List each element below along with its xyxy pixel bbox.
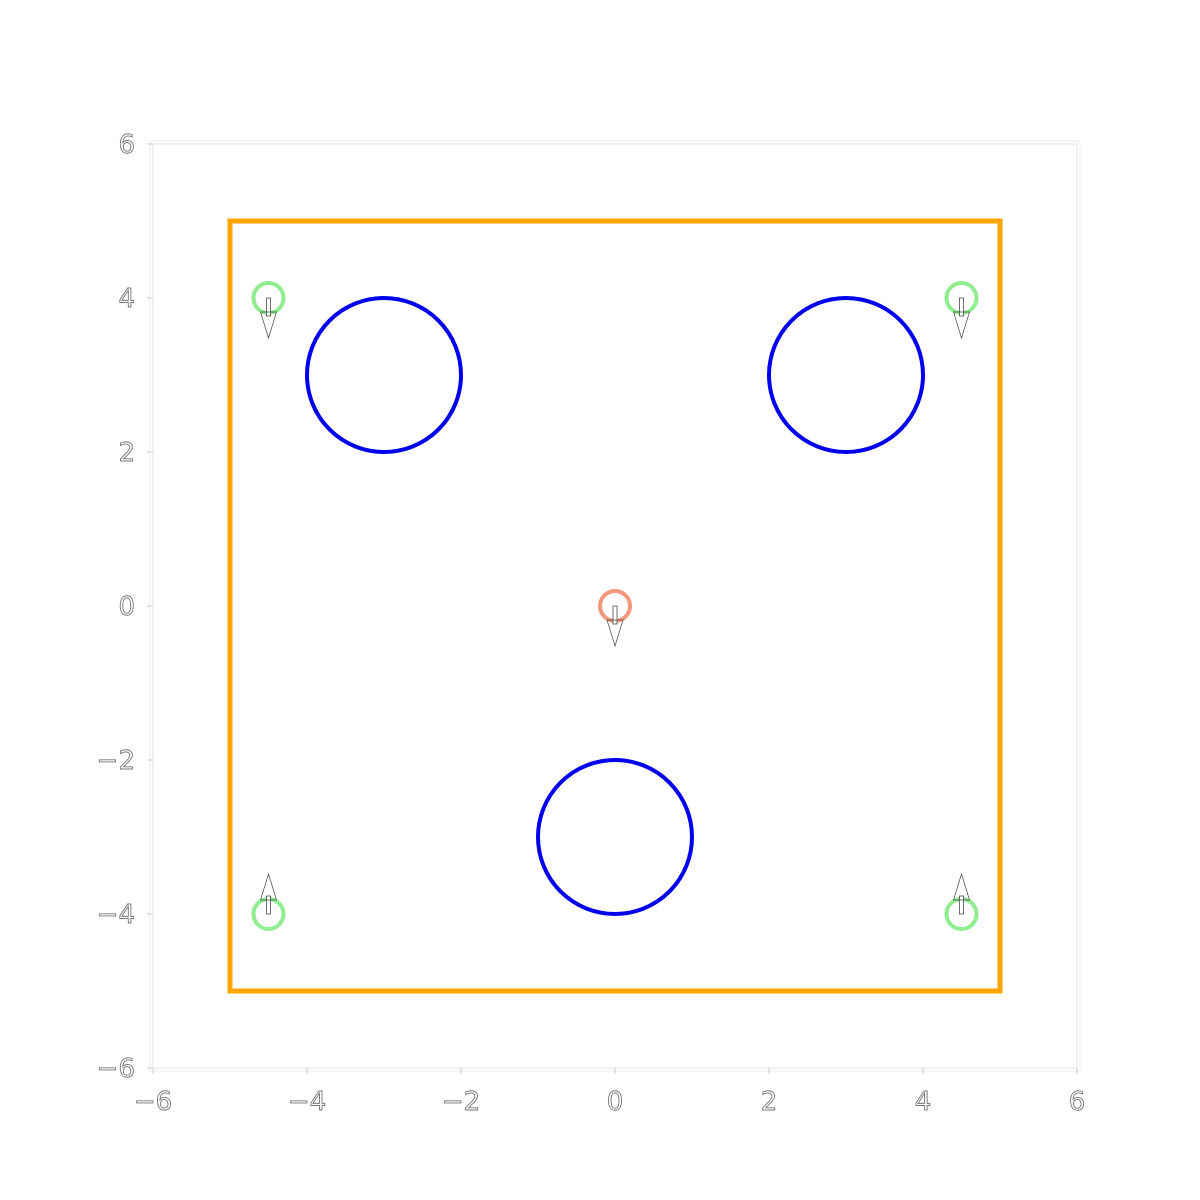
agent-marker <box>251 872 286 931</box>
agent-heading-stem <box>266 895 271 915</box>
obstacle-circle <box>536 758 694 916</box>
x-tick-label: −2 <box>442 1087 480 1117</box>
agent-heading-arrow <box>606 619 624 648</box>
agent-heading-stem <box>612 605 618 625</box>
y-tick-label: −4 <box>97 900 135 930</box>
agent-marker <box>251 281 286 340</box>
y-tick-label: −6 <box>97 1054 135 1084</box>
agent-heading-stem <box>959 895 964 915</box>
agent-marker <box>944 281 979 340</box>
boundary-layer <box>227 218 1003 994</box>
obstacle-circle <box>305 296 463 454</box>
y-tick-label: −2 <box>97 746 135 776</box>
x-tick-label: 2 <box>761 1087 778 1117</box>
y-tick-label: 2 <box>118 438 135 468</box>
y-axis-ticks: −6 −4 −2 0 2 4 6 <box>96 130 153 1084</box>
x-tick-label: 4 <box>915 1087 932 1117</box>
obstacle-circle <box>767 296 925 454</box>
agent-heading-arrow <box>260 872 277 901</box>
x-tick-label: 0 <box>607 1087 624 1117</box>
y-tick-label: 6 <box>118 130 135 160</box>
agent-heading-arrow <box>953 872 970 901</box>
obstacle-layer <box>305 296 925 916</box>
agent-heading-stem <box>959 297 964 317</box>
agent-marker <box>598 589 632 648</box>
agent-heading-arrow <box>260 311 277 340</box>
agent-marker <box>944 872 979 931</box>
agent-heading-arrow <box>953 311 970 340</box>
x-tick-label: 6 <box>1069 1087 1086 1117</box>
x-axis-ticks: −6 −4 −2 0 2 4 6 <box>133 1068 1086 1117</box>
agent-layer <box>251 281 979 931</box>
boundary-square <box>227 218 1003 994</box>
x-tick-label: −6 <box>134 1087 172 1117</box>
agent-heading-stem <box>266 297 271 317</box>
y-tick-label: 0 <box>118 592 135 622</box>
y-tick-label: 4 <box>118 284 135 314</box>
x-tick-label: −4 <box>288 1087 326 1117</box>
